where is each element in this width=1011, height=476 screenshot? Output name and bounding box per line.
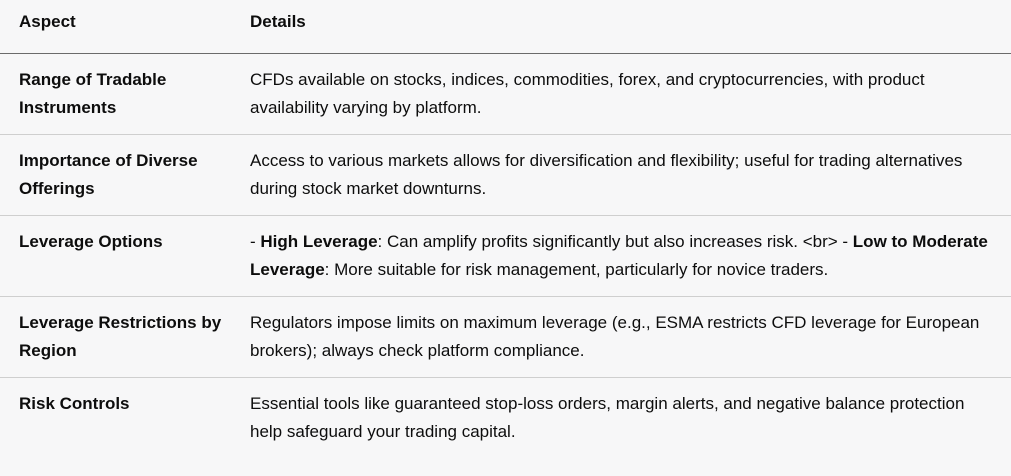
details-cell: Essential tools like guaranteed stop-los… bbox=[250, 394, 965, 441]
details-cell: Regulators impose limits on maximum leve… bbox=[250, 296, 1011, 378]
bold-term: High Leverage bbox=[260, 232, 378, 251]
table-row: Leverage Options - High Leverage: Can am… bbox=[0, 215, 1011, 297]
table-row: Importance of Diverse Offerings Access t… bbox=[0, 134, 1011, 216]
aspect-cell: Range of Tradable Instruments bbox=[0, 53, 250, 135]
details-table: Aspect Details Range of Tradable Instrum… bbox=[0, 0, 1011, 459]
table-header-row: Aspect Details bbox=[0, 0, 1011, 54]
text: : More suitable for risk management, par… bbox=[324, 260, 829, 279]
aspect-cell: Leverage Restrictions by Region bbox=[0, 296, 250, 378]
text: : Can amplify profits significantly but … bbox=[377, 232, 853, 251]
bold-term: Low to Moderate Leverage bbox=[250, 232, 988, 279]
table-row: Range of Tradable Instruments CFDs avail… bbox=[0, 53, 1011, 135]
header-aspect: Aspect bbox=[0, 0, 250, 54]
details-cell: - High Leverage: Can amplify profits sig… bbox=[250, 215, 1011, 297]
header-details: Details bbox=[250, 0, 1011, 54]
aspect-cell: Risk Controls bbox=[19, 394, 130, 413]
aspect-cell: Importance of Diverse Offerings bbox=[0, 134, 250, 216]
aspect-cell: Leverage Options bbox=[0, 215, 250, 297]
table-row: Leverage Restrictions by Region Regulato… bbox=[0, 296, 1011, 378]
table-row: Risk Controls Essential tools like guara… bbox=[0, 378, 1011, 459]
details-cell: CFDs available on stocks, indices, commo… bbox=[250, 53, 1011, 135]
details-cell: Access to various markets allows for div… bbox=[250, 134, 1011, 216]
text: - bbox=[250, 232, 261, 251]
